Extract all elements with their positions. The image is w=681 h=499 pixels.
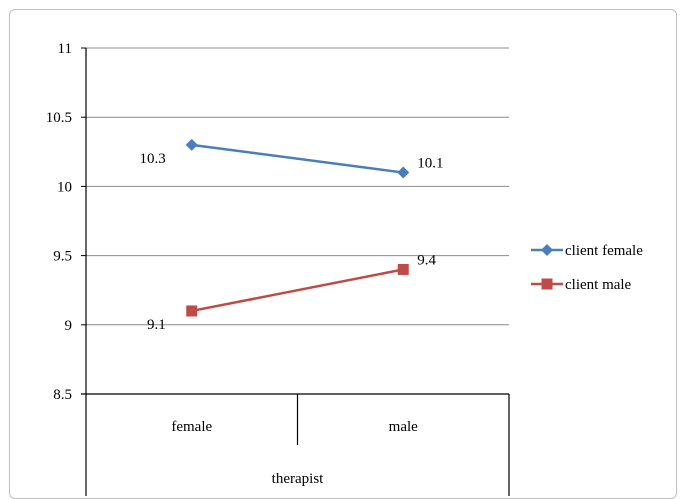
series-line xyxy=(191,143,404,174)
y-tick-label: 10 xyxy=(57,179,72,195)
series-client-male: 9.1 9.4 xyxy=(147,252,437,333)
axes xyxy=(81,48,510,496)
data-point xyxy=(397,263,409,275)
data-point xyxy=(185,138,198,151)
legend-marker xyxy=(541,278,553,290)
x-axis-title: therapist xyxy=(272,471,324,487)
x-axis-category-labels: female male xyxy=(171,419,418,435)
y-tick-label: 10.5 xyxy=(46,110,72,126)
data-point xyxy=(186,305,198,317)
data-label: 10.1 xyxy=(417,156,443,172)
legend-marker xyxy=(541,244,553,256)
x-category-label: male xyxy=(389,419,418,435)
y-axis-tick-labels: 8.5 9 9.5 10 10.5 11 xyxy=(46,41,72,403)
legend-label: client male xyxy=(565,277,632,293)
series-client-female: 10.3 10.1 xyxy=(140,138,444,179)
legend-item: client female xyxy=(531,243,643,259)
y-tick-label: 11 xyxy=(58,41,72,57)
y-tick-label: 9 xyxy=(65,318,73,334)
legend: client female client male xyxy=(531,243,643,293)
legend-label: client female xyxy=(565,243,643,259)
gridlines xyxy=(81,47,509,395)
chart-frame xyxy=(9,9,677,499)
data-label: 9.1 xyxy=(147,317,166,333)
data-label: 10.3 xyxy=(140,151,166,167)
data-point xyxy=(397,166,410,179)
series-line xyxy=(191,268,404,313)
data-label: 9.4 xyxy=(417,252,436,268)
y-tick-label: 8.5 xyxy=(53,387,72,403)
legend-item: client male xyxy=(531,277,632,293)
x-category-label: female xyxy=(171,419,212,435)
y-tick-label: 9.5 xyxy=(53,249,72,265)
series-group: 10.3 10.1 9.1 9.4 xyxy=(140,138,444,333)
